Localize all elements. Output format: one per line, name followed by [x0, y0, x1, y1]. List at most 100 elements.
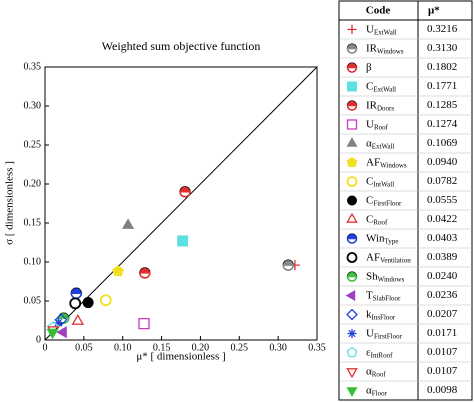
marker-shape: [346, 66, 358, 73]
x-tick-label: 0.15: [153, 342, 171, 353]
x-tick-label: 0.20: [192, 342, 210, 353]
legend-name: C: [366, 80, 373, 92]
legend-subscript: InsFloor: [372, 313, 396, 321]
legend-name: C: [366, 175, 373, 187]
marker-shape: [346, 119, 358, 130]
marker-shape: [138, 317, 150, 330]
table-value: 0.0107: [427, 346, 458, 358]
legend-entry: ShWindows: [366, 270, 404, 283]
legend-name: U: [366, 327, 374, 339]
marker-shape: [346, 212, 358, 223]
table-value: 0.0940: [427, 156, 458, 168]
legend-marker: [346, 62, 358, 73]
legend-entry: IRDoors: [366, 99, 394, 112]
marker-shape: [71, 313, 85, 325]
table-value: 0.0403: [427, 232, 458, 244]
marker-shape: [346, 387, 358, 397]
legend-subscript: ExtWall: [373, 85, 396, 93]
legend-entry: CExtWall: [366, 80, 396, 93]
legend-subscript: Roof: [373, 218, 388, 226]
legend-subscript: Ventilation: [380, 256, 411, 264]
legend-subscript: FirstFloor: [374, 332, 403, 340]
marker-shape: [139, 267, 150, 273]
legend-subscript: Windows: [378, 275, 405, 283]
table-value: 0.0171: [427, 327, 457, 339]
legend-entry: AFVentilation: [366, 251, 411, 264]
scatter-point: [122, 218, 135, 229]
legend-entry: UFirstFloor: [366, 327, 403, 340]
table-value: 0.0782: [427, 175, 457, 187]
marker-shape: [346, 137, 358, 147]
legend-entry: AFWindows: [366, 156, 407, 169]
legend-subscript: Type: [385, 237, 399, 245]
legend-name: k: [366, 308, 372, 320]
marker-shape: [179, 191, 191, 198]
marker-shape: [46, 328, 59, 340]
legend-entry: αExtWall: [366, 137, 395, 150]
marker-shape: [346, 252, 358, 263]
x-axis-label: μ* [ dimensionless ]: [136, 351, 225, 363]
y-tick-label: 0: [36, 334, 41, 345]
table-value: 0.1771: [427, 80, 457, 92]
legend-subscript: ExtWall: [372, 142, 395, 150]
table-value: 0.1802: [427, 61, 457, 73]
scatter-point: [71, 313, 85, 325]
legend-marker: [346, 368, 358, 379]
legend-marker: [346, 212, 358, 223]
x-tick-label: 0.25: [231, 342, 249, 353]
legend-entry: TSlabFloor: [366, 289, 401, 302]
legend-marker: [346, 156, 358, 167]
x-tick-label: 0.35: [308, 342, 326, 353]
marker-shape: [346, 237, 358, 244]
table-value: 0.3130: [427, 42, 458, 54]
scatter-point: [46, 328, 59, 340]
legend-name: IR: [366, 42, 378, 54]
marker-shape: [347, 329, 357, 338]
marker-shape: [71, 288, 82, 294]
y-axis-label: σ [ dimensionless ]: [4, 161, 16, 245]
legend-marker: [347, 25, 357, 34]
legend-name: α: [366, 137, 372, 149]
table-value: 0.0555: [427, 194, 458, 206]
legend-marker: [346, 137, 358, 147]
legend-marker: [346, 271, 358, 282]
marker-shape: [347, 234, 357, 239]
marker-shape: [112, 265, 124, 277]
legend-table: [338, 0, 473, 401]
legend-name: T: [366, 289, 373, 301]
legend-subscript: Windows: [380, 161, 407, 169]
marker-shape: [99, 294, 112, 307]
marker-shape: [346, 47, 358, 54]
table-header: Code: [366, 5, 391, 17]
table-value: 0.1285: [427, 99, 458, 111]
legend-entry: CRoof: [366, 213, 388, 226]
marker-shape: [346, 346, 358, 358]
scatter-point: [53, 317, 64, 328]
legend-marker: [346, 346, 358, 358]
legend-subscript: IntRoof: [371, 351, 393, 359]
table-value: 0.3216: [427, 23, 458, 35]
marker-shape: [346, 308, 358, 321]
legend-marker: [346, 233, 358, 244]
legend-marker: [347, 81, 357, 92]
marker-shape: [122, 218, 135, 229]
legend-subscript: Floor: [372, 389, 388, 397]
legend-entry: URoof: [366, 118, 389, 131]
legend-marker: [346, 308, 358, 321]
marker-shape: [346, 104, 358, 111]
marker-shape: [82, 297, 94, 309]
legend-marker: [346, 176, 358, 187]
legend-marker: [346, 100, 358, 111]
table-value: 0.0207: [427, 308, 458, 320]
legend-name: U: [366, 23, 374, 35]
marker-shape: [347, 101, 357, 106]
legend-name: α: [366, 365, 372, 377]
scatter-point: [99, 294, 112, 307]
legend-name: C: [366, 194, 373, 206]
y-tick-label: 0.35: [24, 61, 42, 72]
x-tick-label: 0.05: [75, 342, 93, 353]
marker-shape: [69, 297, 82, 310]
legend-entry: β: [366, 61, 372, 73]
x-tick-label: 0.10: [114, 342, 132, 353]
